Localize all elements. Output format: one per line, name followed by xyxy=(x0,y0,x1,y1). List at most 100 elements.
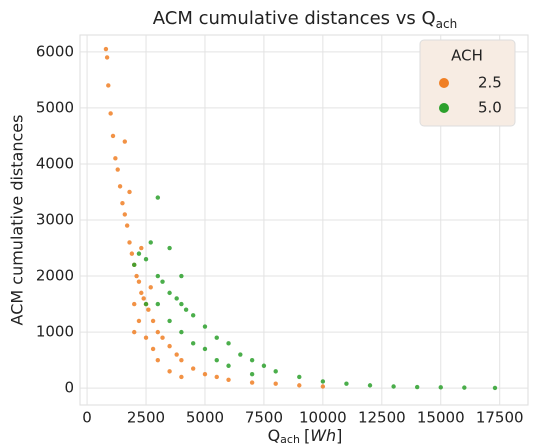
point xyxy=(155,273,161,279)
point xyxy=(120,200,125,206)
xlabel-bracket: [ xyxy=(304,426,310,445)
point xyxy=(273,369,278,374)
y-tick-label: 1000 xyxy=(36,323,74,341)
point xyxy=(320,384,326,389)
point xyxy=(143,335,149,340)
point xyxy=(297,383,302,388)
point xyxy=(143,257,149,262)
point xyxy=(117,184,123,189)
point xyxy=(174,352,179,357)
point xyxy=(249,380,255,385)
point xyxy=(183,307,189,312)
x-tick-label: 10000 xyxy=(299,409,347,427)
xlabel-unit: Wh xyxy=(310,426,336,445)
point xyxy=(134,273,139,279)
point xyxy=(139,290,144,296)
y-tick-label: 5000 xyxy=(36,98,74,116)
point xyxy=(148,240,153,245)
y-tick-label: 6000 xyxy=(36,42,74,60)
y-axis-label: ACM cumulative distances xyxy=(8,115,27,326)
point xyxy=(148,285,153,290)
point xyxy=(132,262,137,268)
point xyxy=(273,381,278,386)
point xyxy=(179,374,184,380)
point xyxy=(150,318,156,324)
title-text: ACM cumulative distances vs Q xyxy=(153,8,436,29)
point xyxy=(141,296,146,301)
point xyxy=(367,383,373,388)
xlabel-bracket: ] xyxy=(336,426,342,445)
xlabel-subscript: ach xyxy=(280,433,300,446)
point xyxy=(132,329,137,335)
point xyxy=(103,46,109,52)
point xyxy=(155,329,161,335)
point xyxy=(124,223,130,228)
point xyxy=(122,212,128,217)
point xyxy=(179,301,184,307)
point xyxy=(146,307,151,312)
point xyxy=(202,371,208,377)
point xyxy=(202,324,208,329)
point xyxy=(438,385,443,390)
point xyxy=(179,357,184,363)
point xyxy=(202,346,208,352)
point xyxy=(127,240,132,245)
point xyxy=(136,279,142,284)
point xyxy=(167,245,172,251)
point xyxy=(104,55,110,60)
point xyxy=(167,290,172,296)
point xyxy=(132,301,137,307)
point xyxy=(127,189,132,195)
chart-title: ACM cumulative distances vs Qach xyxy=(153,8,457,31)
point xyxy=(226,341,231,346)
point xyxy=(136,251,142,256)
point xyxy=(249,357,255,363)
legend-label: 2.5 xyxy=(478,74,502,92)
point xyxy=(214,335,219,340)
y-tick-label: 3000 xyxy=(36,211,74,229)
point xyxy=(160,279,165,284)
point xyxy=(320,379,326,384)
point xyxy=(179,273,184,279)
point xyxy=(155,301,161,307)
point xyxy=(174,296,179,301)
point xyxy=(155,357,161,363)
x-tick-label: 0 xyxy=(82,409,92,427)
title-subscript: ach xyxy=(436,17,458,31)
point xyxy=(190,366,196,371)
point xyxy=(226,363,231,368)
point xyxy=(143,301,149,307)
point xyxy=(113,156,118,161)
point xyxy=(160,335,165,340)
point xyxy=(167,369,172,374)
point xyxy=(190,313,196,318)
point xyxy=(492,385,498,391)
y-tick-label: 0 xyxy=(64,379,74,397)
point xyxy=(150,346,156,352)
point xyxy=(167,318,172,324)
y-tick-label: 2000 xyxy=(36,267,74,285)
x-tick-label: 5000 xyxy=(186,409,224,427)
point xyxy=(115,167,120,172)
x-tick-label: 7500 xyxy=(245,409,283,427)
point xyxy=(462,385,467,390)
point xyxy=(214,374,219,380)
x-tick-label: 15000 xyxy=(417,409,465,427)
point xyxy=(110,133,116,139)
point xyxy=(297,374,302,380)
x-tick-label: 2500 xyxy=(127,409,165,427)
point xyxy=(414,384,420,390)
point xyxy=(122,139,128,144)
point xyxy=(344,381,349,386)
xlabel-text: Q xyxy=(268,426,281,445)
point xyxy=(167,343,172,349)
x-tick-label: 12500 xyxy=(358,409,406,427)
point xyxy=(190,341,196,346)
y-tick-label: 4000 xyxy=(36,154,74,172)
legend-label: 5.0 xyxy=(478,99,502,117)
point xyxy=(129,251,135,256)
x-tick-label: 17500 xyxy=(476,409,524,427)
point xyxy=(261,363,267,368)
point xyxy=(238,352,243,357)
